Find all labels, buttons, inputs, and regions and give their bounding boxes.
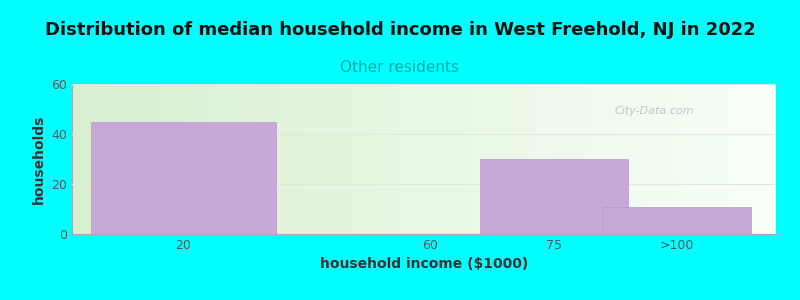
Bar (90, 122, 276, 234)
Text: Other residents: Other residents (341, 60, 459, 75)
Y-axis label: households: households (32, 114, 46, 204)
Bar (603, 206, 751, 234)
X-axis label: household income ($1000): household income ($1000) (320, 257, 528, 272)
Text: Distribution of median household income in West Freehold, NJ in 2022: Distribution of median household income … (45, 21, 755, 39)
Bar (479, 159, 628, 234)
Text: City-Data.com: City-Data.com (614, 106, 694, 116)
